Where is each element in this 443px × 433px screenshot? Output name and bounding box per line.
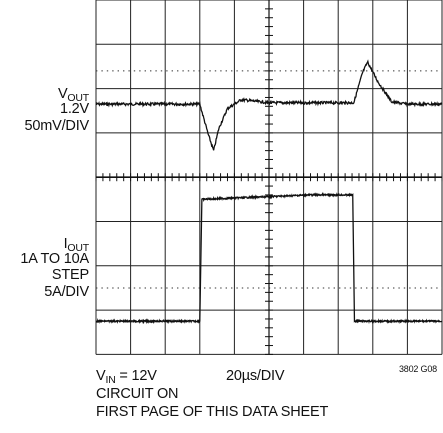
vout-label: VOUT (57, 86, 89, 104)
vout-trace (95, 59, 443, 151)
scope-grid (95, 0, 443, 355)
footer-line-circuit: CIRCUIT ON (96, 386, 179, 402)
vout-scale-label: 50mV/DIV (24, 118, 90, 134)
footer-line-datasheet: FIRST PAGE OF THIS DATA SHEET (96, 404, 329, 420)
figure-id-label: 3802 G08 (399, 364, 437, 374)
iout-step-label: STEP (51, 267, 89, 283)
iout-range-label: 1A TO 10A (20, 251, 89, 267)
vin-label: VIN = 12V (96, 368, 157, 386)
scope-traces (95, 59, 443, 325)
iout-trace (95, 191, 443, 325)
timebase-label: 20µs/DIV (226, 368, 285, 384)
iout-label: IOUT (63, 236, 90, 254)
vout-value-label: 1.2V (59, 101, 89, 117)
iout-scale-label: 5A/DIV (44, 284, 89, 300)
